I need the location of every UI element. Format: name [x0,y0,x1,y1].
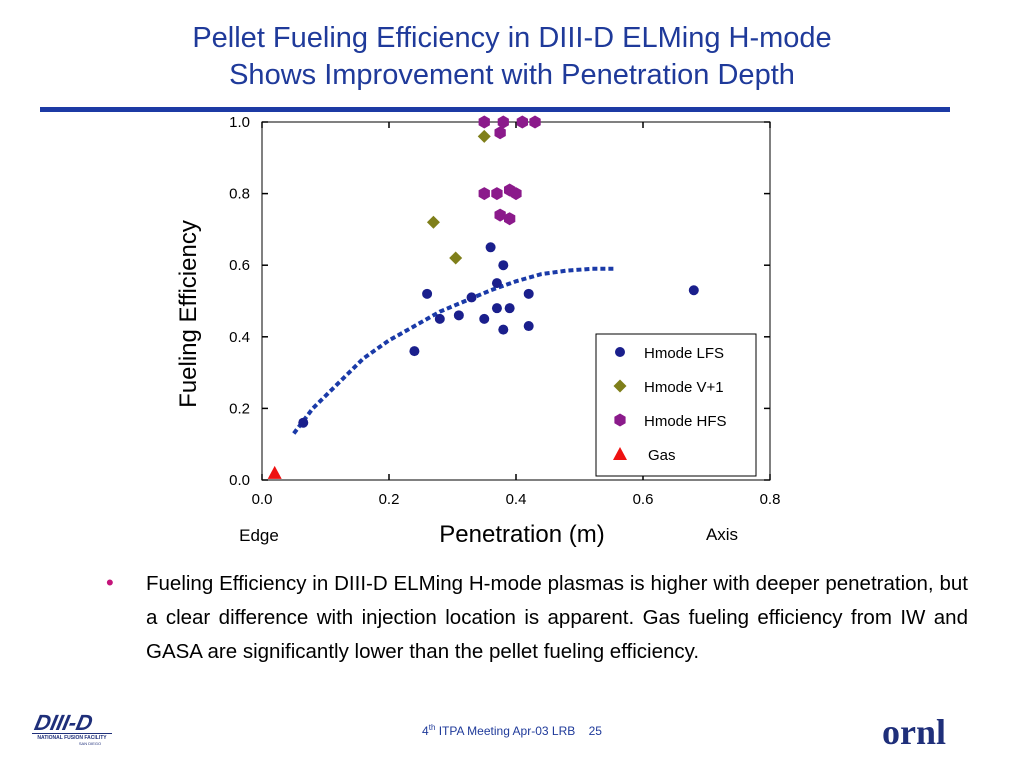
point-hmode-lfs [523,288,534,299]
legend-marker-diamond [613,379,627,393]
point-hmode-hfs [529,115,541,129]
legend-label: Hmode LFS [644,345,724,362]
title-line-2: Shows Improvement with Penetration Depth [229,59,795,91]
point-hmode-hfs [510,187,522,201]
footer: 4th ITPA Meeting Apr-03 LRB 25 [0,723,1024,738]
point-hmode-v-1 [477,129,491,143]
x-tick-label: 0.4 [506,491,527,508]
footer-meeting-num: 4 [422,724,429,738]
bullet-marker: • [106,570,114,595]
y-axis-label: Fueling Efficiency [175,220,202,408]
y-tick-label: 1.0 [229,114,250,131]
point-hmode-lfs [298,417,309,428]
point-gas [267,465,282,479]
legend: Hmode LFS Hmode V+1 Hmode HFS Gas [595,333,757,477]
y-tick-label: 0.6 [229,257,250,274]
point-hmode-lfs [422,288,433,299]
ornl-logo: ornl [882,712,946,752]
footer-page-number: 25 [588,724,602,738]
point-hmode-hfs [494,126,506,140]
logo-main-text: DIII-D [32,710,95,735]
y-tick-label: 0.2 [229,400,250,417]
x-annotation-axis: Axis [706,525,738,544]
svg-text:NATIONAL FUSION FACILITY: NATIONAL FUSION FACILITY [37,735,107,741]
footer-meeting: ITPA Meeting Apr-03 LRB [435,724,576,738]
legend-marker-circle [615,347,625,357]
x-tick-label: 0.2 [379,491,400,508]
point-hmode-lfs [479,313,490,324]
x-annotation-edge: Edge [239,526,279,545]
point-hmode-lfs [498,260,509,271]
title-line-1: Pellet Fueling Efficiency in DIII-D ELMi… [192,22,832,54]
svg-text:ornl: ornl [882,712,946,752]
diii-d-logo: DIII-D NATIONAL FUSION FACILITY SAN DIEG… [32,710,112,746]
point-hmode-hfs [478,115,490,129]
point-hmode-lfs [688,285,699,296]
y-tick-label: 0.0 [229,472,250,489]
point-hmode-lfs [491,278,502,289]
point-hmode-v-1 [449,251,463,265]
x-tick-label: 0.0 [252,491,273,508]
slide-title: Pellet Fueling Efficiency in DIII-D ELMi… [0,20,1024,94]
y-tick-label: 0.8 [229,186,250,203]
svg-text:SAN DIEGO: SAN DIEGO [79,741,101,746]
point-hmode-lfs [491,303,502,314]
point-hmode-lfs [485,242,496,253]
legend-label: Hmode V+1 [644,379,724,396]
title-rule [40,107,950,112]
legend-marker-triangle [613,447,627,460]
point-hmode-hfs [478,187,490,201]
point-hmode-hfs [516,115,528,129]
y-tick-label: 0.4 [229,329,250,346]
point-hmode-hfs [497,115,509,129]
point-hmode-lfs [453,310,464,321]
legend-label: Hmode HFS [644,413,727,430]
point-hmode-lfs [504,303,515,314]
point-hmode-hfs [504,212,516,226]
point-hmode-lfs [434,313,445,324]
fit-curve [292,266,615,435]
point-hmode-hfs [494,208,506,222]
legend-marker-hexagon [614,413,626,427]
point-hmode-lfs [409,346,420,357]
point-hmode-lfs [523,321,534,332]
x-axis-label: Penetration (m) [439,521,604,548]
bullet-text: Fueling Efficiency in DIII-D ELMing H-mo… [146,572,968,663]
legend-label: Gas [648,447,676,464]
point-hmode-v-1 [426,215,440,229]
x-tick-label: 0.8 [760,491,781,508]
point-hmode-lfs [498,324,509,335]
footer-meeting-sup: th [428,723,436,732]
x-tick-label: 0.6 [633,491,654,508]
point-hmode-hfs [491,187,503,201]
point-hmode-lfs [466,292,477,303]
